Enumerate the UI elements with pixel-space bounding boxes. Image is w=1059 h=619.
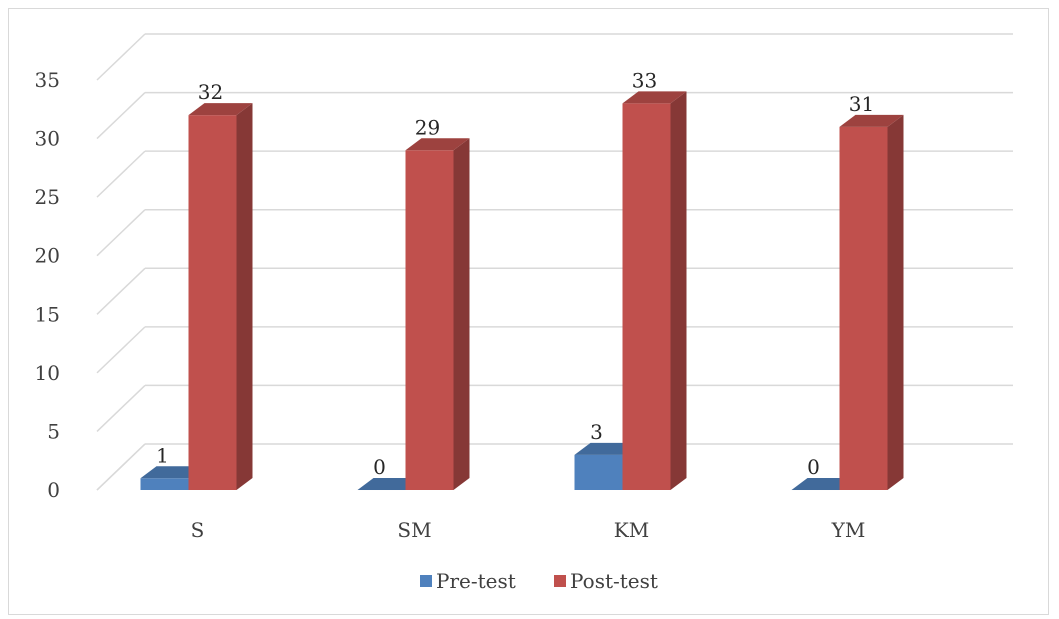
legend-swatch-post-test [554, 575, 566, 587]
bars [140, 91, 904, 491]
x-tick-label: YM [831, 518, 866, 542]
bar-top [622, 91, 687, 104]
bar-post-test-sm [405, 150, 454, 491]
x-tick-label: KM [614, 518, 649, 542]
legend: Pre-test Post-test [420, 569, 658, 593]
bar-top [188, 103, 253, 116]
data-label: 0 [373, 455, 386, 479]
y-tick-label: 0 [47, 478, 60, 502]
data-label: 3 [590, 420, 603, 444]
y-tick-label: 20 [35, 244, 60, 268]
y-axis: 0 5 10 15 20 25 30 35 [35, 68, 60, 502]
y-tick-label: 15 [35, 302, 60, 326]
floor-edge [96, 443, 146, 491]
gridline-diagonal [96, 326, 146, 374]
x-tick-label: SM [397, 518, 431, 542]
gridline-diagonal [96, 92, 146, 140]
bar-pre-test-km [574, 454, 623, 490]
x-axis: S SM KM YM [191, 518, 866, 542]
y-tick-label: 35 [35, 68, 60, 92]
gridline-diagonal [96, 209, 146, 257]
legend-swatch-pre-test [420, 575, 432, 587]
bar-side [453, 138, 470, 491]
legend-label: Post-test [570, 569, 658, 593]
bar-side [887, 114, 904, 490]
data-label: 29 [415, 115, 440, 139]
y-tick-label: 25 [35, 185, 60, 209]
data-label: 31 [849, 92, 874, 116]
bar-top [405, 138, 470, 151]
bar-post-test-km [622, 103, 671, 490]
data-label: 1 [156, 443, 169, 467]
gridline-diagonal [96, 267, 146, 315]
y-tick-label: 30 [35, 127, 60, 151]
x-tick-label: S [191, 518, 205, 542]
data-label: 33 [632, 68, 657, 92]
gridline-diagonal [96, 384, 146, 432]
bar-top [839, 114, 904, 127]
y-tick-label: 5 [47, 419, 60, 443]
bar-side [670, 91, 687, 490]
y-tick-label: 10 [35, 361, 60, 385]
data-label: 0 [807, 455, 820, 479]
bar-post-test-s [188, 115, 237, 491]
data-label: 32 [198, 80, 223, 104]
gridline-diagonal [96, 150, 146, 198]
bar-pre-test-s [140, 478, 189, 490]
legend-label: Pre-test [436, 569, 516, 593]
gridline-diagonal [96, 33, 146, 81]
bar-post-test-ym [839, 126, 888, 490]
bar-side [236, 103, 253, 491]
